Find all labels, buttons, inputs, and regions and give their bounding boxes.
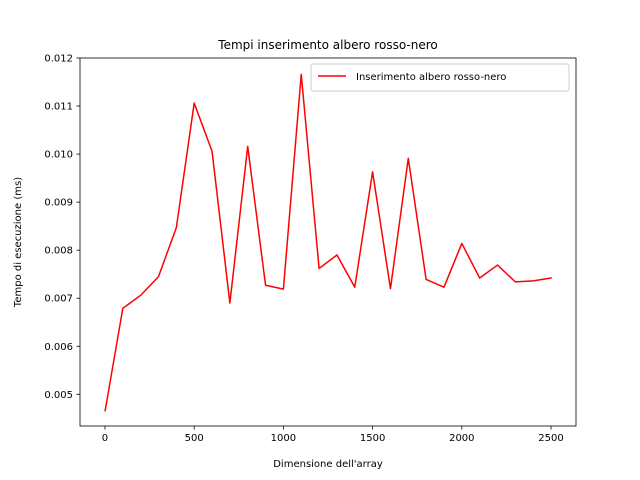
- x-tick-label: 500: [185, 433, 204, 444]
- x-tick-label: 0: [102, 433, 108, 444]
- chart-title: Tempi inserimento albero rosso-nero: [217, 38, 437, 52]
- y-tick-label: 0.006: [44, 342, 73, 353]
- x-axis-label: Dimensione dell'array: [273, 459, 383, 470]
- x-tick-label: 1000: [271, 433, 296, 444]
- y-tick-label: 0.008: [44, 246, 73, 257]
- legend: Inserimento albero rosso-nero: [310, 63, 570, 92]
- y-axis-label: Tempo di esecuzione (ms): [13, 177, 24, 308]
- plot-area: 0 500 1000 1500 2000 2500 0.005 0.006 0.007 0.008…: [44, 54, 577, 444]
- y-tick-label: 0.005: [44, 390, 73, 401]
- axes-frame: [79, 57, 577, 427]
- y-tick-label: 0.010: [44, 150, 73, 161]
- y-tick-label: 0.007: [44, 294, 73, 305]
- y-tick-label: 0.011: [44, 102, 73, 113]
- y-tick-label: 0.009: [44, 198, 73, 209]
- legend-label: Inserimento albero rosso-nero: [356, 72, 506, 83]
- series-line: [104, 73, 552, 412]
- legend-frame: [310, 63, 570, 92]
- y-tick-label: 0.012: [44, 54, 73, 65]
- x-tick-label: 2500: [538, 433, 563, 444]
- x-tick-label: 2000: [449, 433, 474, 444]
- x-tick-label: 1500: [360, 433, 385, 444]
